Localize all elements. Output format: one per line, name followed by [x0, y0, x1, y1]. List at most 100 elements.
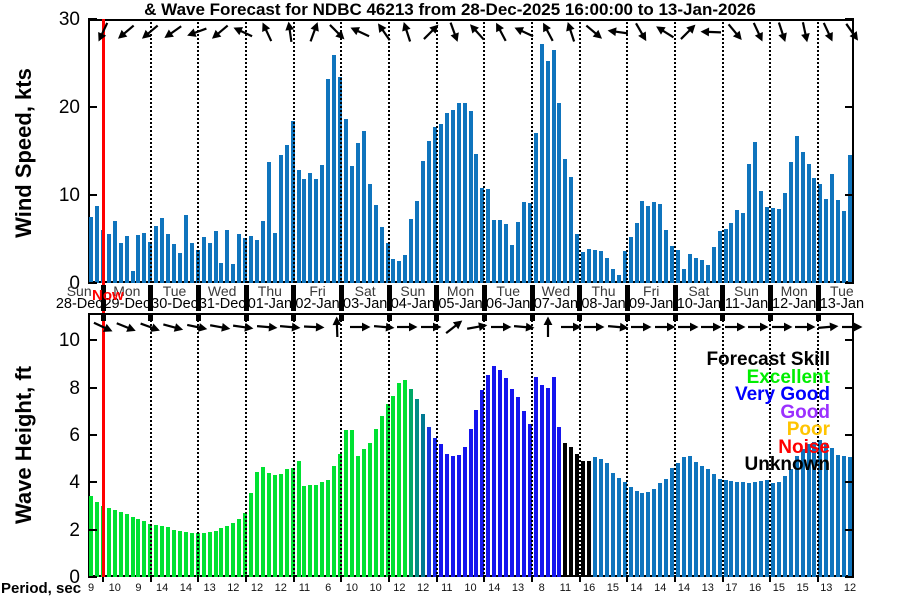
wind-bar: [670, 246, 675, 283]
wind-bar: [753, 142, 758, 283]
day-date: 07-Jan: [533, 296, 579, 312]
wave-bar: [219, 528, 224, 577]
wave-direction-arrow: [418, 314, 444, 345]
period-value: 16: [749, 582, 762, 594]
day-boundary-tick: [769, 577, 772, 582]
wind-bar: [385, 242, 390, 283]
wind-bar: [616, 275, 621, 283]
wind-direction-arrow: [628, 19, 654, 50]
date-label: Sat 03-Jan: [340, 284, 390, 311]
wind-bar: [112, 221, 117, 283]
wave-bar: [604, 463, 609, 577]
wave-bar: [468, 429, 473, 577]
wind-bar: [587, 248, 592, 283]
wind-bar: [741, 212, 746, 283]
wave-bar: [421, 413, 426, 577]
wind-direction-arrow: [371, 19, 397, 50]
axis-tick: [88, 386, 97, 389]
wave-bar: [284, 469, 289, 577]
wave-bar: [699, 465, 704, 577]
wave-bar: [705, 469, 710, 577]
day-boundary-tick: [149, 577, 152, 582]
wave-bar: [527, 424, 532, 577]
wind-bar: [717, 231, 722, 283]
day-boundary-tick: [529, 285, 535, 311]
wave-bar: [741, 482, 746, 577]
wind-bar: [664, 230, 669, 283]
wave-bar: [160, 526, 165, 577]
day-boundary-tick: [624, 285, 630, 311]
wind-direction-arrow: [652, 19, 678, 50]
day-boundary-tick: [720, 313, 726, 321]
wave-bar: [729, 481, 734, 577]
wave-bar: [551, 376, 556, 577]
period-value: 10: [464, 582, 477, 594]
wind-bar: [154, 225, 159, 283]
wind-y-axis-label: Wind Speed, kts: [11, 68, 36, 238]
wind-bar: [806, 164, 811, 283]
day-gridline: [817, 313, 819, 577]
wind-bar: [711, 246, 716, 283]
wind-bar: [687, 253, 692, 283]
wave-bar: [118, 511, 123, 577]
wave-direction-arrow: [277, 314, 303, 345]
wind-bar: [527, 202, 532, 283]
wave-bar: [249, 492, 254, 577]
wind-bar: [172, 244, 177, 283]
day-boundary-tick: [481, 313, 487, 321]
day-boundary-tick: [577, 313, 583, 321]
wave-bar: [646, 491, 651, 577]
wave-bar: [842, 456, 847, 577]
period-value: 12: [274, 582, 287, 594]
day-boundary-tick: [388, 577, 390, 582]
wave-bar: [836, 455, 841, 577]
day-gridline: [149, 313, 152, 577]
wave-direction-arrow: [488, 314, 514, 345]
wave-bar: [177, 530, 182, 577]
wind-bar: [604, 258, 609, 283]
date-label: Sun 28-Dec: [54, 283, 104, 311]
wave-y-tick-label: 4: [69, 472, 80, 494]
wave-direction-arrow: [254, 314, 280, 345]
wave-bar: [361, 449, 366, 577]
wind-y-tick-label: 30: [58, 9, 80, 30]
wind-bar: [504, 224, 509, 283]
wind-bar: [818, 184, 823, 283]
wind-bar: [640, 201, 645, 283]
wind-bar: [729, 223, 734, 283]
day-gridline: [340, 19, 343, 283]
day-boundary-tick: [624, 313, 630, 321]
wind-bar: [409, 218, 414, 283]
wind-bar: [782, 193, 787, 283]
wave-bar: [349, 430, 354, 577]
day-boundary-tick: [577, 285, 583, 311]
day-date: 05-Jan: [438, 296, 483, 312]
wave-bar: [711, 474, 716, 577]
axis-tick: [845, 433, 854, 436]
axis-tick: [845, 386, 854, 389]
axis-tick: [88, 528, 97, 531]
wind-direction-arrow: [184, 19, 210, 50]
day-boundary-tick: [100, 285, 106, 311]
wind-bar: [563, 158, 568, 283]
wave-bar: [515, 397, 520, 577]
wave-direction-arrow: [815, 314, 841, 345]
wave-bar: [89, 496, 93, 577]
wave-bar: [782, 476, 787, 577]
wind-bar: [474, 153, 479, 283]
wave-bar: [848, 457, 853, 577]
day-gridline: [578, 19, 581, 283]
wave-direction-arrow: [722, 314, 748, 345]
day-date: 11-Jan: [724, 296, 769, 312]
wind-bar: [201, 237, 206, 283]
day-gridline: [197, 19, 200, 283]
wave-bar: [824, 443, 829, 577]
wave-bar: [296, 460, 301, 577]
period-value: 14: [630, 582, 643, 594]
date-label: Fri 09-Jan: [626, 284, 676, 311]
wave-direction-arrow: [394, 314, 420, 345]
day-boundary-tick: [434, 313, 440, 321]
day-name: Sun: [66, 283, 92, 299]
wave-direction-arrow: [230, 314, 256, 345]
wind-bar: [634, 223, 639, 283]
